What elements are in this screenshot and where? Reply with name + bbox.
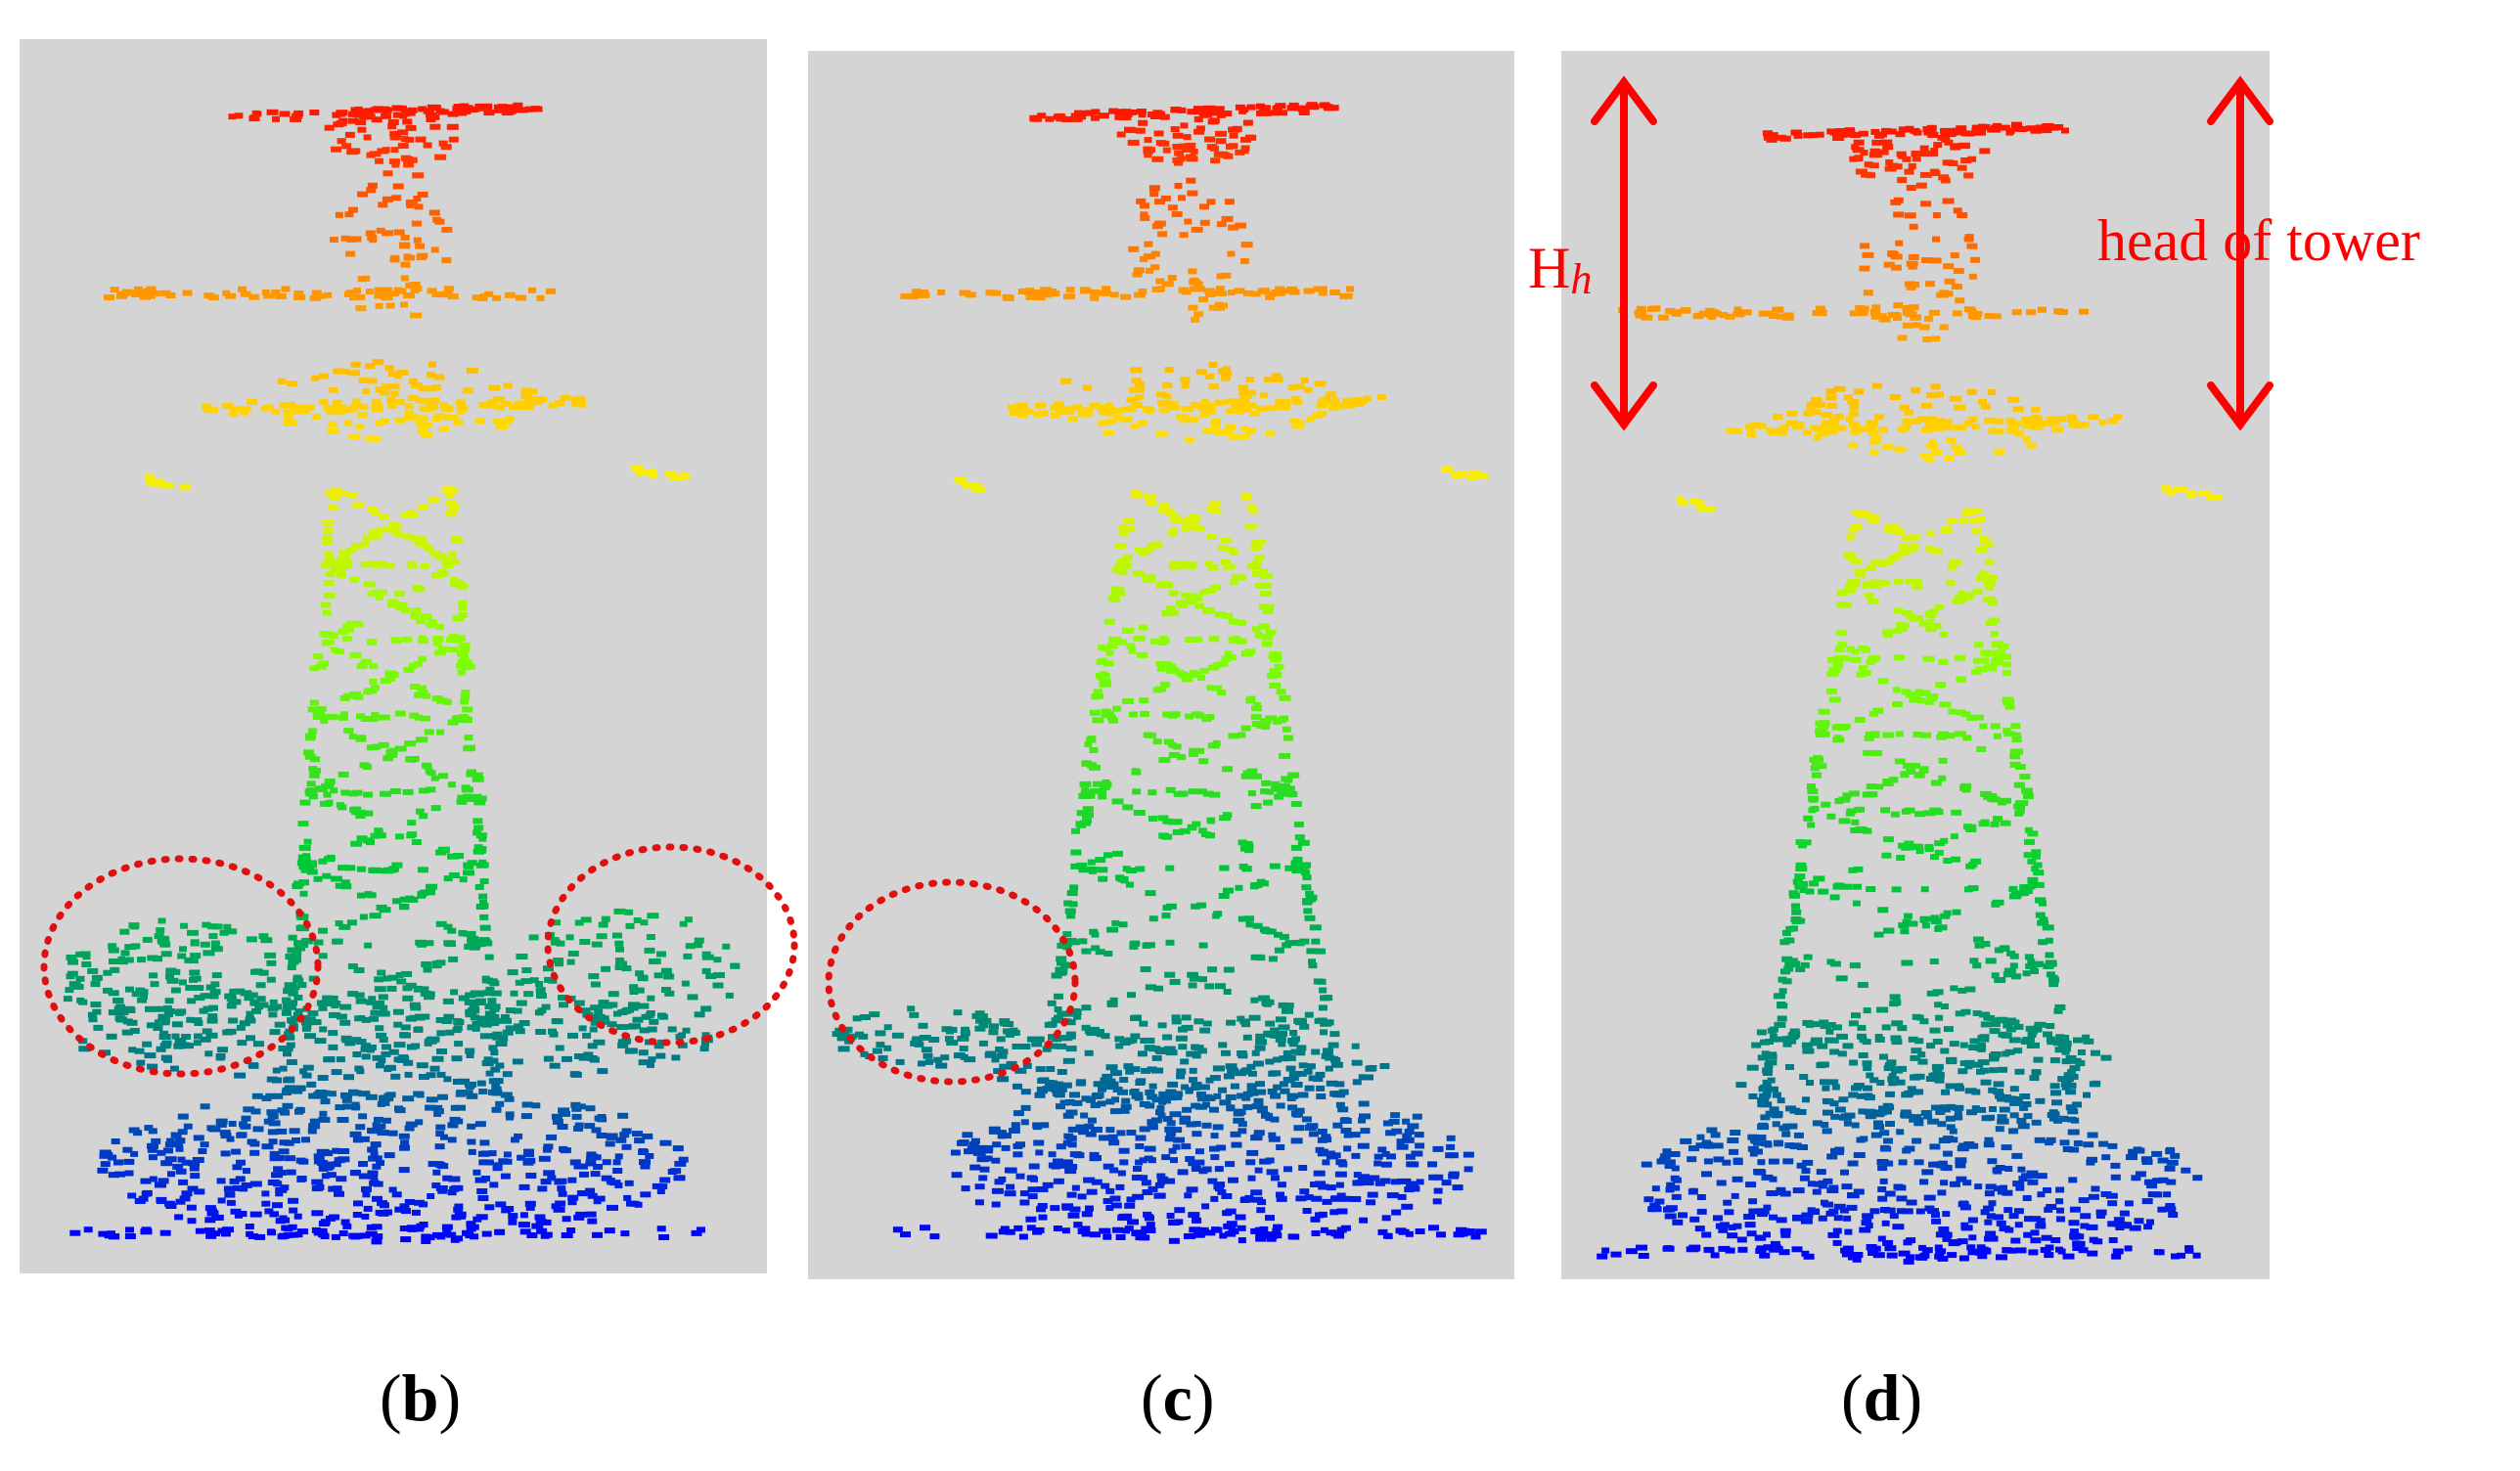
panel-c-point-cloud — [832, 102, 1488, 1244]
height-label: Hh — [1528, 235, 1592, 304]
panel-label-c: (c) — [1141, 1360, 1215, 1435]
noise-region-ellipse-b-right — [544, 843, 798, 1047]
panel-d-point-cloud — [1597, 121, 2224, 1265]
panel-b-point-cloud — [63, 102, 741, 1245]
panel-b-background — [20, 39, 767, 1273]
panel-label-b: (b) — [380, 1360, 462, 1435]
noise-region-ellipse-b-left — [40, 855, 322, 1078]
height-subscript: h — [1570, 255, 1593, 303]
height-symbol: H — [1528, 236, 1571, 300]
noise-region-ellipse-c — [825, 878, 1079, 1086]
panel-label-d: (d) — [1841, 1360, 1923, 1435]
head-of-tower-arrow-icon — [2207, 75, 2273, 431]
head-of-tower-label: head of tower — [2097, 208, 2420, 273]
height-arrow-left-icon — [1591, 75, 1657, 431]
